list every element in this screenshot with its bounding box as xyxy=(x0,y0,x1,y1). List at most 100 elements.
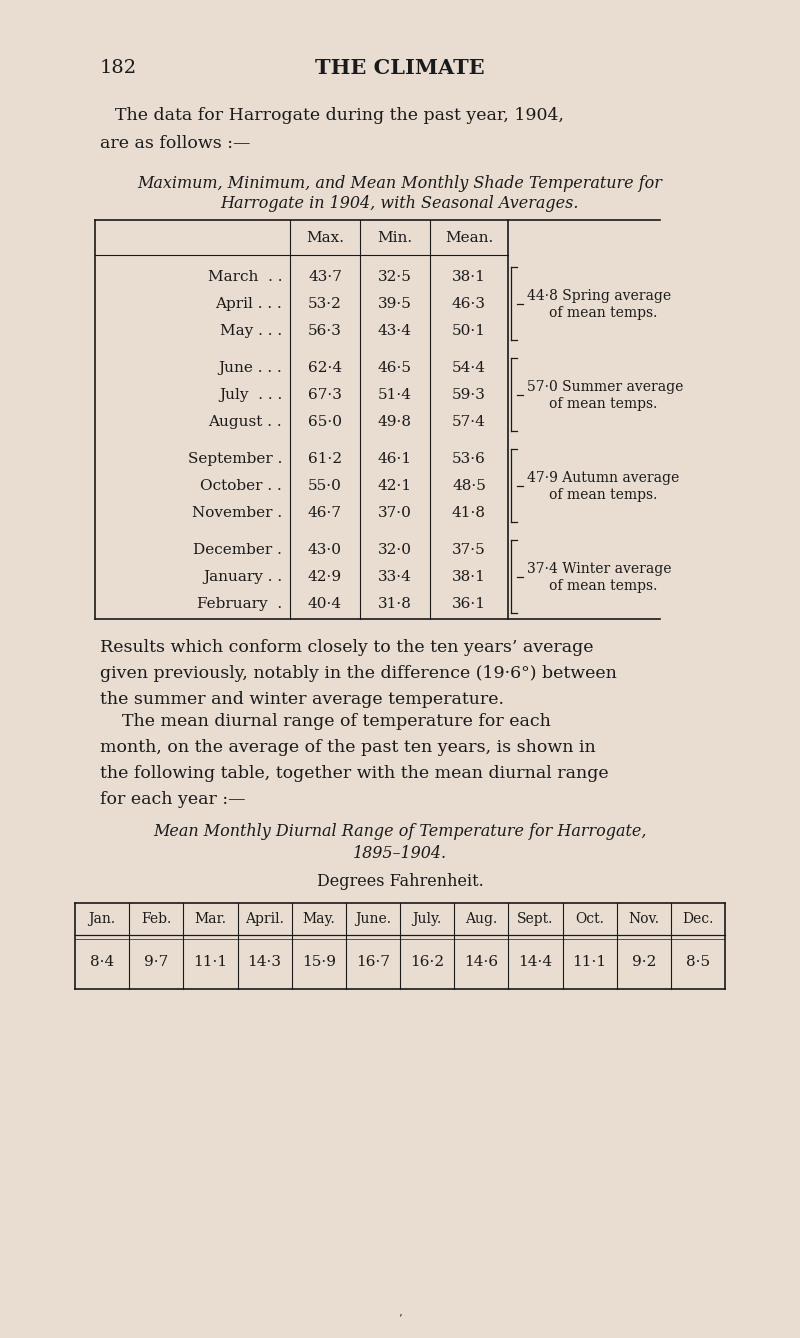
Text: Mean.: Mean. xyxy=(445,230,493,245)
Text: Sept.: Sept. xyxy=(518,913,554,926)
Text: Max.: Max. xyxy=(306,230,344,245)
Text: Nov.: Nov. xyxy=(628,913,659,926)
Text: ’: ’ xyxy=(398,1313,402,1323)
Text: 11·1: 11·1 xyxy=(194,955,227,969)
Text: 49·8: 49·8 xyxy=(378,415,412,428)
Text: 43·4: 43·4 xyxy=(378,324,412,337)
Text: 56·3: 56·3 xyxy=(308,324,342,337)
Text: 46·1: 46·1 xyxy=(378,451,412,466)
Text: 55·0: 55·0 xyxy=(308,479,342,492)
Text: 14·6: 14·6 xyxy=(464,955,498,969)
Text: 9·2: 9·2 xyxy=(631,955,656,969)
Text: Min.: Min. xyxy=(378,230,413,245)
Text: of mean temps.: of mean temps. xyxy=(549,396,658,411)
Text: 9·7: 9·7 xyxy=(144,955,168,969)
Text: 65·0: 65·0 xyxy=(308,415,342,428)
Text: 38·1: 38·1 xyxy=(452,269,486,284)
Text: of mean temps.: of mean temps. xyxy=(549,305,658,320)
Text: THE CLIMATE: THE CLIMATE xyxy=(315,58,485,78)
Text: 53·6: 53·6 xyxy=(452,451,486,466)
Text: January . .: January . . xyxy=(203,570,282,583)
Text: 1895–1904.: 1895–1904. xyxy=(353,844,447,862)
Text: October . .: October . . xyxy=(200,479,282,492)
Text: 182: 182 xyxy=(100,59,137,78)
Text: 37·4 Winter average: 37·4 Winter average xyxy=(527,562,671,575)
Text: 53·2: 53·2 xyxy=(308,297,342,310)
Text: 59·3: 59·3 xyxy=(452,388,486,401)
Text: Mean Monthly Diurnal Range of Temperature for Harrogate,: Mean Monthly Diurnal Range of Temperatur… xyxy=(154,823,646,839)
Text: 46·3: 46·3 xyxy=(452,297,486,310)
Text: 54·4: 54·4 xyxy=(452,360,486,375)
Text: Feb.: Feb. xyxy=(141,913,171,926)
Text: May . . .: May . . . xyxy=(220,324,282,337)
Text: December .: December . xyxy=(193,542,282,557)
Text: 32·5: 32·5 xyxy=(378,269,412,284)
Text: Jan.: Jan. xyxy=(89,913,116,926)
Text: Degrees Fahrenheit.: Degrees Fahrenheit. xyxy=(317,872,483,890)
Text: are as follows :—: are as follows :— xyxy=(100,135,250,151)
Text: 57·0 Summer average: 57·0 Summer average xyxy=(527,380,683,393)
Text: of mean temps.: of mean temps. xyxy=(549,487,658,502)
Text: 15·9: 15·9 xyxy=(302,955,336,969)
Text: The mean diurnal range of temperature for each: The mean diurnal range of temperature fo… xyxy=(100,713,551,729)
Text: Results which conform closely to the ten years’ average: Results which conform closely to the ten… xyxy=(100,638,594,656)
Text: 42·9: 42·9 xyxy=(308,570,342,583)
Text: 61·2: 61·2 xyxy=(308,451,342,466)
Text: July  . . .: July . . . xyxy=(218,388,282,401)
Text: the following table, together with the mean diurnal range: the following table, together with the m… xyxy=(100,764,609,781)
Text: 16·2: 16·2 xyxy=(410,955,444,969)
Text: June . . .: June . . . xyxy=(218,360,282,375)
Text: 14·3: 14·3 xyxy=(247,955,282,969)
Text: April . . .: April . . . xyxy=(215,297,282,310)
Text: Maximum, Minimum, and Mean Monthly Shade Temperature for: Maximum, Minimum, and Mean Monthly Shade… xyxy=(138,174,662,191)
Text: Mar.: Mar. xyxy=(194,913,226,926)
Text: 8·5: 8·5 xyxy=(686,955,710,969)
Text: 43·7: 43·7 xyxy=(308,269,342,284)
Text: 39·5: 39·5 xyxy=(378,297,412,310)
Text: 31·8: 31·8 xyxy=(378,597,412,610)
Text: Harrogate in 1904, with Seasonal Averages.: Harrogate in 1904, with Seasonal Average… xyxy=(221,194,579,211)
Text: April.: April. xyxy=(245,913,284,926)
Text: June.: June. xyxy=(355,913,391,926)
Text: 41·8: 41·8 xyxy=(452,506,486,519)
Text: the summer and winter average temperature.: the summer and winter average temperatur… xyxy=(100,690,504,708)
Text: Dec.: Dec. xyxy=(682,913,714,926)
Text: 32·0: 32·0 xyxy=(378,542,412,557)
Text: 50·1: 50·1 xyxy=(452,324,486,337)
Text: November .: November . xyxy=(192,506,282,519)
Text: September .: September . xyxy=(188,451,282,466)
Text: March  . .: March . . xyxy=(207,269,282,284)
Text: May.: May. xyxy=(302,913,335,926)
Text: 62·4: 62·4 xyxy=(308,360,342,375)
Text: 37·0: 37·0 xyxy=(378,506,412,519)
Text: 37·5: 37·5 xyxy=(452,542,486,557)
Text: 46·7: 46·7 xyxy=(308,506,342,519)
Text: 42·1: 42·1 xyxy=(378,479,412,492)
Text: Aug.: Aug. xyxy=(465,913,498,926)
Text: for each year :—: for each year :— xyxy=(100,791,246,808)
Text: 44·8 Spring average: 44·8 Spring average xyxy=(527,289,671,302)
Text: month, on the average of the past ten years, is shown in: month, on the average of the past ten ye… xyxy=(100,739,596,756)
Text: of mean temps.: of mean temps. xyxy=(549,578,658,593)
Text: 48·5: 48·5 xyxy=(452,479,486,492)
Text: 51·4: 51·4 xyxy=(378,388,412,401)
Text: August . .: August . . xyxy=(208,415,282,428)
Text: 67·3: 67·3 xyxy=(308,388,342,401)
Text: 38·1: 38·1 xyxy=(452,570,486,583)
Text: 43·0: 43·0 xyxy=(308,542,342,557)
Text: 16·7: 16·7 xyxy=(356,955,390,969)
Text: February  .: February . xyxy=(197,597,282,610)
Text: 57·4: 57·4 xyxy=(452,415,486,428)
Text: July.: July. xyxy=(413,913,442,926)
Text: 47·9 Autumn average: 47·9 Autumn average xyxy=(527,471,679,484)
Text: 11·1: 11·1 xyxy=(573,955,606,969)
Text: 33·4: 33·4 xyxy=(378,570,412,583)
Text: given previously, notably in the difference (19·6°) between: given previously, notably in the differe… xyxy=(100,665,617,681)
Text: Oct.: Oct. xyxy=(575,913,604,926)
Text: The data for Harrogate during the past year, 1904,: The data for Harrogate during the past y… xyxy=(115,107,564,123)
Text: 36·1: 36·1 xyxy=(452,597,486,610)
Text: 46·5: 46·5 xyxy=(378,360,412,375)
Text: 8·4: 8·4 xyxy=(90,955,114,969)
Text: 40·4: 40·4 xyxy=(308,597,342,610)
Text: 14·4: 14·4 xyxy=(518,955,553,969)
